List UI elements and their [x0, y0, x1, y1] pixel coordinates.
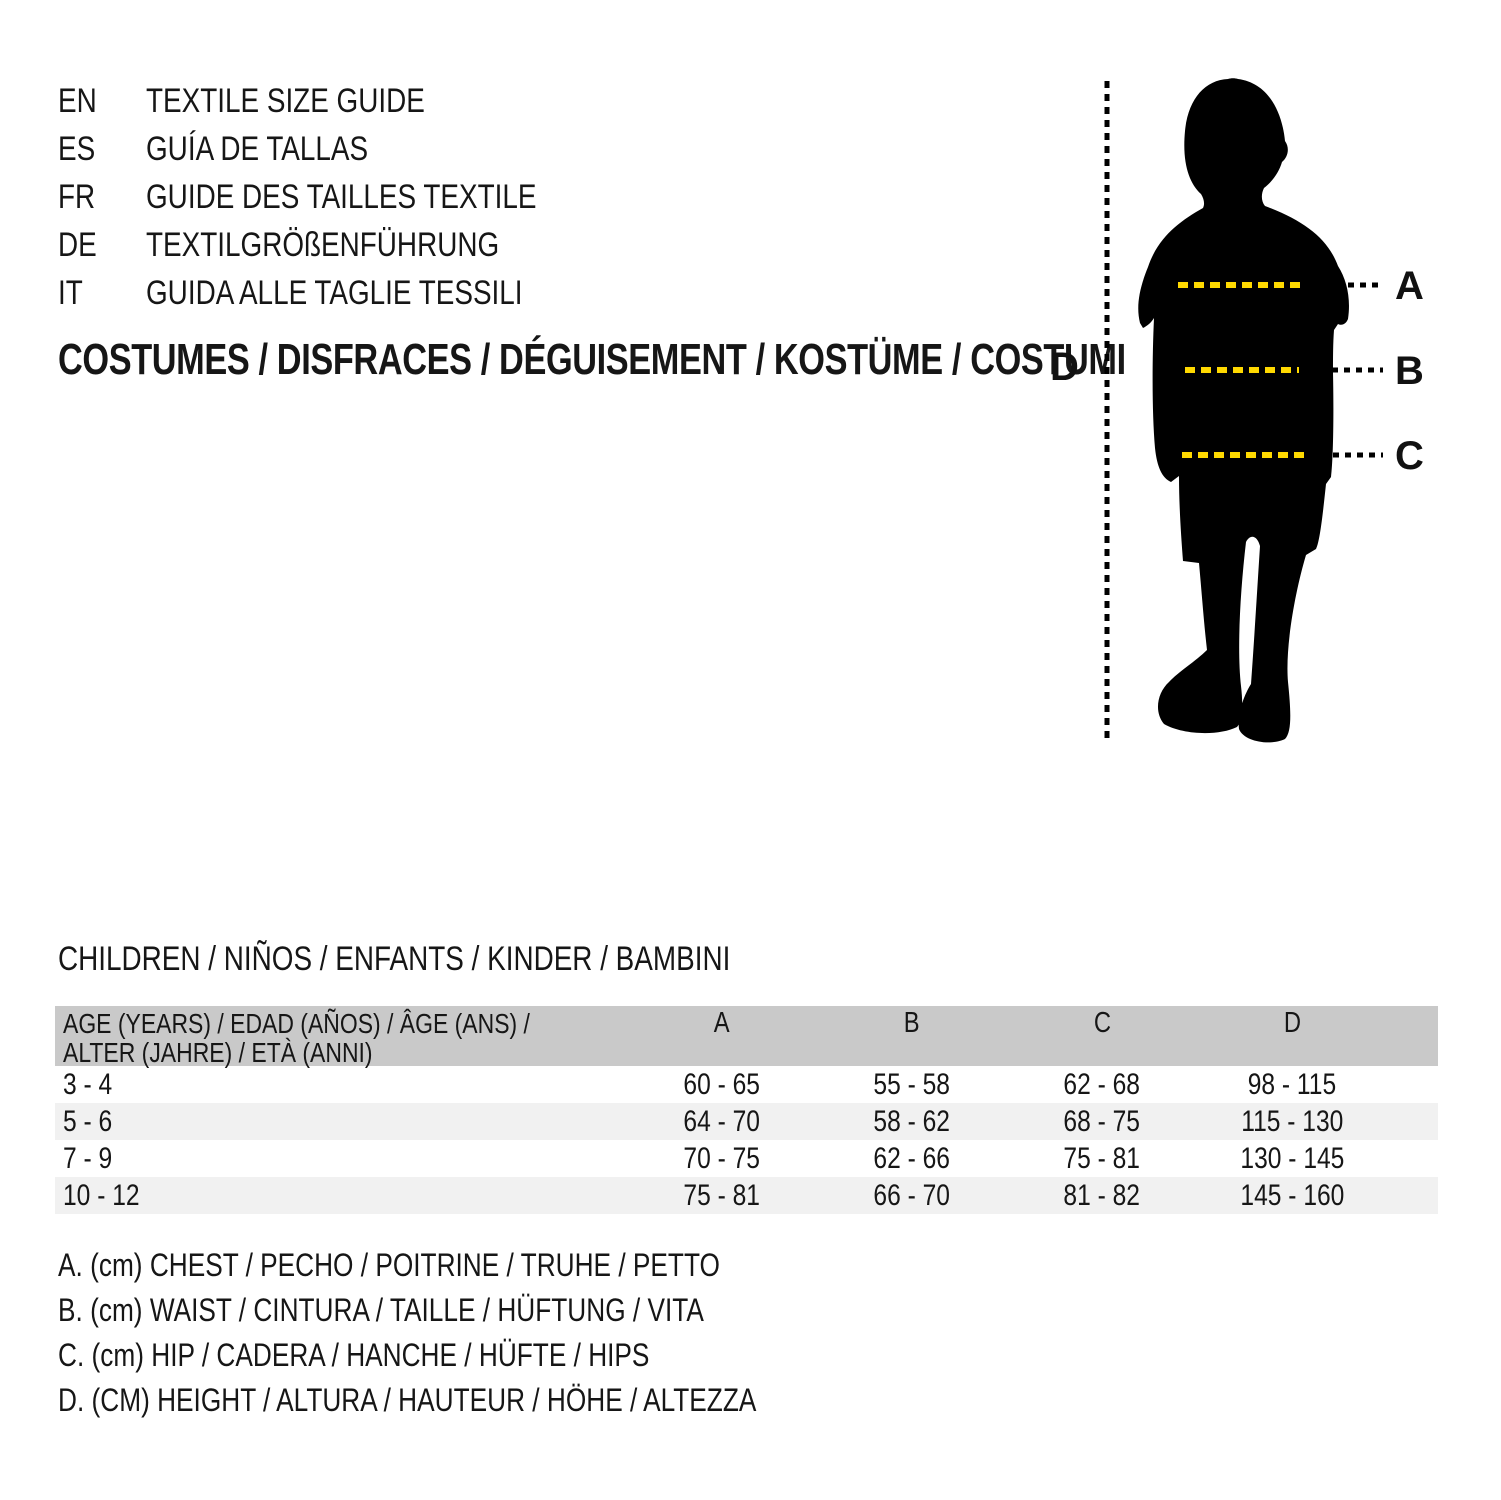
hip-cell: 62 - 68: [1063, 1067, 1141, 1101]
lang-code: FR: [58, 178, 96, 216]
table-row: 10 - 12 75 - 81 66 - 70 81 - 82 145 - 16…: [55, 1177, 1438, 1214]
lang-row-es: ES GUÍA DE TALLAS: [58, 132, 622, 180]
lang-row-de: DE TEXTILGRÖßENFÜHRUNG: [58, 228, 622, 276]
waist-cell: 55 - 58: [873, 1067, 951, 1101]
lang-code: DE: [58, 226, 97, 264]
measurement-legend: A. (cm) CHEST / PECHO / POITRINE / TRUHE…: [58, 1248, 910, 1428]
age-cell: 5 - 6: [63, 1104, 113, 1138]
age-cell: 10 - 12: [63, 1178, 140, 1212]
marker-a-label: A: [1395, 264, 1424, 308]
hip-cell: 81 - 82: [1063, 1178, 1141, 1212]
legend-item-height: D. (CM) HEIGHT / ALTURA / HAUTEUR / HÖHE…: [58, 1382, 757, 1418]
height-cell: 130 - 145: [1240, 1141, 1344, 1175]
marker-c-label: C: [1395, 434, 1424, 478]
lang-title: GUIDA ALLE TAGLIE TESSILI: [146, 274, 523, 312]
lang-title: GUIDE DES TAILLES TEXTILE: [146, 178, 537, 216]
age-cell: 7 - 9: [63, 1141, 113, 1175]
lang-code: IT: [58, 274, 83, 312]
lang-title: TEXTILE SIZE GUIDE: [146, 82, 425, 120]
lang-row-it: IT GUIDA ALLE TAGLIE TESSILI: [58, 276, 622, 324]
chest-cell: 64 - 70: [683, 1104, 761, 1138]
children-section-title: CHILDREN / NIÑOS / ENFANTS / KINDER / BA…: [58, 940, 731, 978]
lang-title: GUÍA DE TALLAS: [146, 130, 369, 168]
lang-row-en: EN TEXTILE SIZE GUIDE: [58, 84, 622, 132]
chest-cell: 75 - 81: [683, 1178, 761, 1212]
marker-b-label: B: [1395, 349, 1424, 393]
lang-code: EN: [58, 82, 97, 120]
legend-item-hip: C. (cm) HIP / CADERA / HANCHE / HÜFTE / …: [58, 1337, 650, 1373]
height-cell: 115 - 130: [1240, 1104, 1344, 1138]
child-silhouette-icon: [1138, 78, 1349, 743]
legend-item-chest: A. (cm) CHEST / PECHO / POITRINE / TRUHE…: [58, 1247, 720, 1283]
lang-title: TEXTILGRÖßENFÜHRUNG: [146, 226, 500, 264]
chest-cell: 60 - 65: [683, 1067, 761, 1101]
column-header-c: C: [1093, 1007, 1111, 1039]
height-cell: 98 - 115: [1247, 1067, 1337, 1101]
legend-item-waist: B. (cm) WAIST / CINTURA / TAILLE / HÜFTU…: [58, 1292, 704, 1328]
lang-row-fr: FR GUIDE DES TAILLES TEXTILE: [58, 180, 622, 228]
table-row: 3 - 4 60 - 65 55 - 58 62 - 68 98 - 115: [55, 1066, 1438, 1103]
waist-cell: 62 - 66: [873, 1141, 951, 1175]
waist-cell: 58 - 62: [873, 1104, 951, 1138]
age-column-header: AGE (YEARS) / EDAD (AÑOS) / ÂGE (ANS) / …: [63, 1008, 530, 1068]
measurement-diagram: D A B C: [1040, 73, 1440, 751]
children-size-table: AGE (YEARS) / EDAD (AÑOS) / ÂGE (ANS) / …: [55, 1006, 1438, 1214]
height-cell: 145 - 160: [1240, 1178, 1344, 1212]
table-header-row: AGE (YEARS) / EDAD (AÑOS) / ÂGE (ANS) / …: [55, 1006, 1438, 1068]
age-cell: 3 - 4: [63, 1067, 113, 1101]
column-header-b: B: [904, 1007, 920, 1039]
hip-cell: 68 - 75: [1063, 1104, 1141, 1138]
column-header-d: D: [1283, 1007, 1301, 1039]
hip-cell: 75 - 81: [1063, 1141, 1141, 1175]
language-title-list: EN TEXTILE SIZE GUIDE ES GUÍA DE TALLAS …: [58, 84, 622, 324]
marker-d-label: D: [1050, 345, 1079, 389]
chest-cell: 70 - 75: [683, 1141, 761, 1175]
category-heading: COSTUMES / DISFRACES / DÉGUISEMENT / KOS…: [58, 335, 1126, 384]
waist-cell: 66 - 70: [873, 1178, 951, 1212]
lang-code: ES: [58, 130, 96, 168]
table-row: 5 - 6 64 - 70 58 - 62 68 - 75 115 - 130: [55, 1103, 1438, 1140]
column-header-a: A: [714, 1007, 730, 1039]
table-row: 7 - 9 70 - 75 62 - 66 75 - 81 130 - 145: [55, 1140, 1438, 1177]
